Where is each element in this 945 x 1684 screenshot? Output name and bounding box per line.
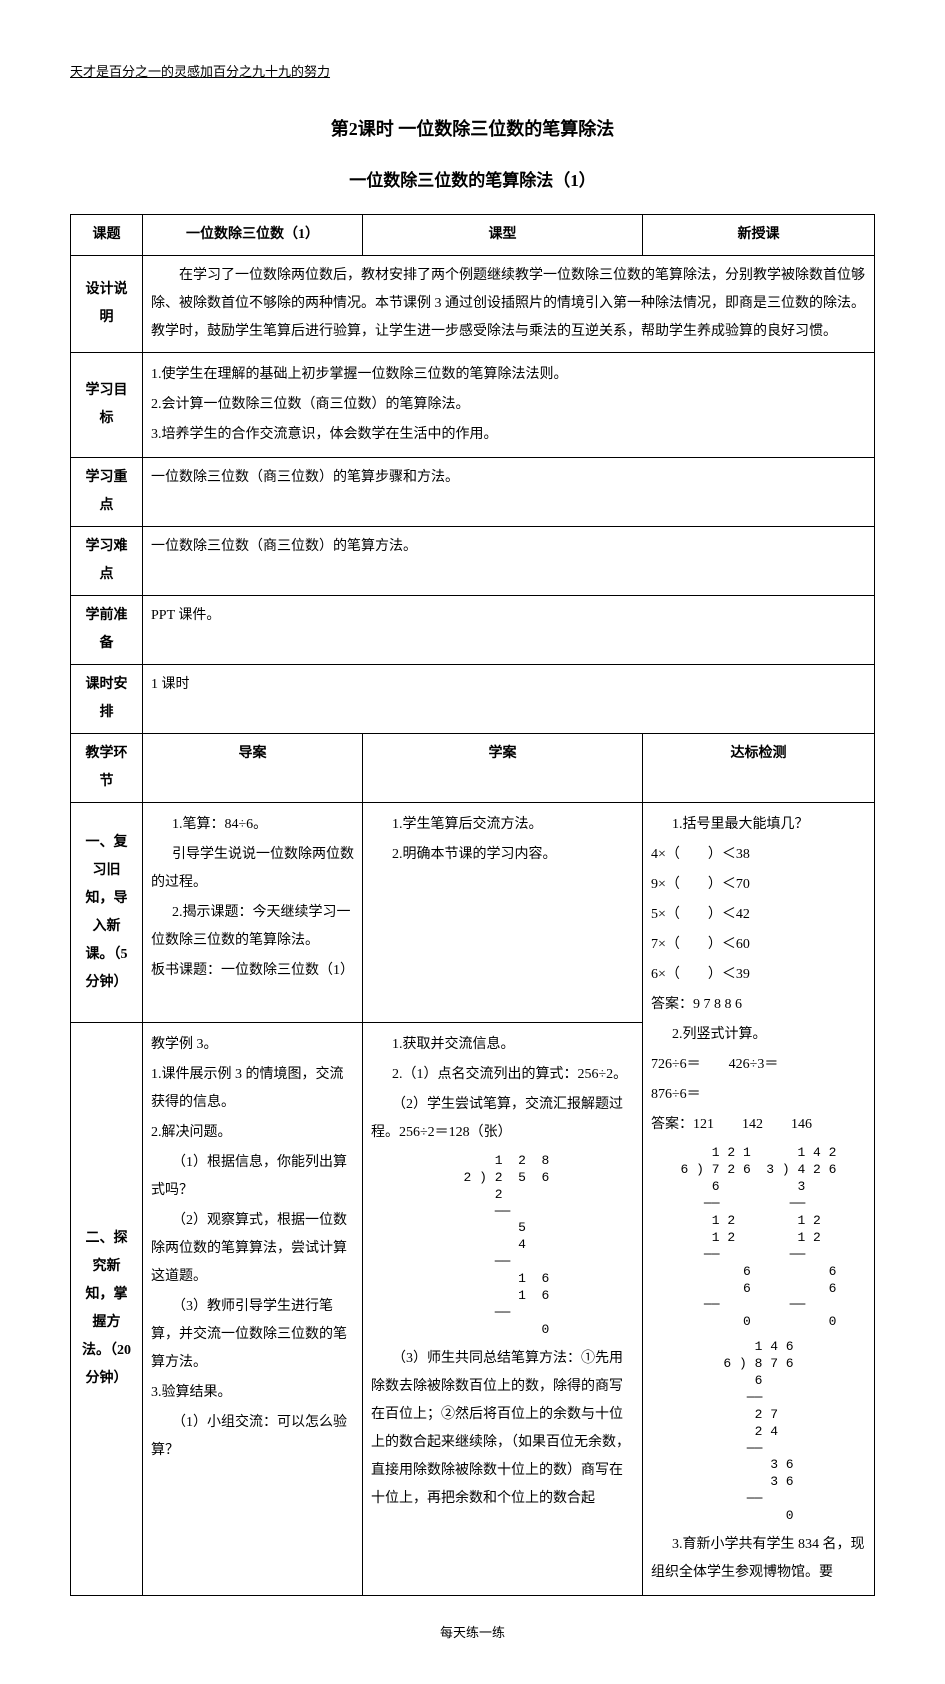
chk-ld3: 1 4 6 6 ) 8 7 6 6 ── 2 7 2 4 ── 3 6 3 6 … (723, 1339, 793, 1525)
cell-design-text: 在学习了一位数除两位数后，教材安排了两个例题继续教学一位数除三位数的笔算除法，分… (143, 256, 875, 353)
table-row: 课时安排 1 课时 (71, 665, 875, 734)
chk-ld-row2: 1 4 6 6 ) 8 7 6 6 ── 2 7 2 4 ── 3 6 3 6 … (651, 1335, 866, 1529)
s2g-l8: （1）小组交流：可以怎么验算？ (151, 1409, 354, 1465)
chk-q2: 2.列竖式计算。 (651, 1021, 866, 1049)
s2c-l2: 2.（1）点名交流列出的算式：256÷2。 (371, 1061, 634, 1089)
col-check-header: 达标检测 (643, 734, 875, 803)
s2c-ld: 1 2 8 2 ) 2 5 6 2 ── 5 4 ── 1 6 1 6 ── 0 (456, 1153, 550, 1339)
chk-i5: 6×（ ）＜39 (651, 961, 866, 989)
s2g-l5: （2）观察算式，根据一位数除两位数的笔算算法，尝试计算这道题。 (151, 1207, 354, 1291)
title-sub: 一位数除三位数的笔算除法（1） (70, 166, 875, 197)
s2c-l1: 1.获取并交流信息。 (371, 1031, 634, 1059)
chk-a1: 答案：9 7 8 8 6 (651, 991, 866, 1019)
cell-goal-text: 1.使学生在理解的基础上初步掌握一位数除三位数的笔算除法法则。 2.会计算一位数… (143, 353, 875, 458)
col-guide-header: 导案 (143, 734, 363, 803)
table-row: 学习重点 一位数除三位数（商三位数）的笔算步骤和方法。 (71, 458, 875, 527)
title-main: 第2课时 一位数除三位数的笔算除法 (70, 113, 875, 145)
goal-l3: 3.培养学生的合作交流意识，体会数学在生活中的作用。 (151, 421, 866, 449)
chk-e2: 876÷6＝ (651, 1081, 866, 1109)
sec2-guide: 教学例 3。 1.课件展示例 3 的情境图，交流获得的信息。 2.解决问题。 （… (143, 1022, 363, 1595)
cell-design-label: 设计说明 (71, 256, 143, 353)
cell-env-label: 教学环节 (71, 734, 143, 803)
table-row: 学习难点 一位数除三位数（商三位数）的笔算方法。 (71, 527, 875, 596)
lesson-table: 课题 一位数除三位数（1） 课型 新授课 设计说明 在学习了一位数除两位数后，教… (70, 214, 875, 1596)
cell-goal-label: 学习目标 (71, 353, 143, 458)
cell-sched-text: 1 课时 (143, 665, 875, 734)
s2c-ld-wrap: 1 2 8 2 ) 2 5 6 2 ── 5 4 ── 1 6 1 6 ── 0 (371, 1149, 634, 1343)
s1c-l2: 2.明确本节课的学习内容。 (371, 841, 634, 869)
table-row: 学习目标 1.使学生在理解的基础上初步掌握一位数除三位数的笔算除法法则。 2.会… (71, 353, 875, 458)
s2c-l3: （2）学生尝试笔算，交流汇报解题过程。256÷2＝128（张） (371, 1091, 634, 1147)
s2g-l1: 教学例 3。 (151, 1031, 354, 1059)
footer: 每天练一练 (70, 1621, 875, 1644)
sec1-guide: 1.笔算：84÷6。 引导学生说说一位数除两位数的过程。 2.揭示课题：今天继续… (143, 803, 363, 1022)
chk-q1: 1.括号里最大能填几？ (651, 811, 866, 839)
cell-focus-label: 学习重点 (71, 458, 143, 527)
cell-diff-text: 一位数除三位数（商三位数）的笔算方法。 (143, 527, 875, 596)
s1g-l3: 2.揭示课题：今天继续学习一位数除三位数的笔算除法。 (151, 899, 354, 955)
sec1-label: 一、复习旧知，导入新课。（5 分钟） (71, 803, 143, 1022)
goal-l1: 1.使学生在理解的基础上初步掌握一位数除三位数的笔算除法法则。 (151, 361, 866, 389)
s2c-l4: （3）师生共同总结笔算方法：①先用除数去除被除数百位上的数，除得的商写在百位上；… (371, 1345, 634, 1513)
cell-type-label: 课型 (363, 215, 643, 256)
goal-l2: 2.会计算一位数除三位数（商三位数）的笔算除法。 (151, 391, 866, 419)
chk-q3: 3.育新小学共有学生 834 名，现组织全体学生参观博物馆。要 (651, 1531, 866, 1587)
s2g-l6: （3）教师引导学生进行笔算，并交流一位数除三位数的笔算方法。 (151, 1293, 354, 1377)
chk-i1: 4×（ ）＜38 (651, 841, 866, 869)
table-row: 一、复习旧知，导入新课。（5 分钟） 1.笔算：84÷6。 引导学生说说一位数除… (71, 803, 875, 1022)
check-cell: 1.括号里最大能填几？ 4×（ ）＜38 9×（ ）＜70 5×（ ）＜42 7… (643, 803, 875, 1596)
chk-ld2: 1 4 2 3 ) 4 2 6 3 ── 1 2 1 2 ── 6 6 ── 0 (766, 1145, 836, 1331)
cell-type-value: 新授课 (643, 215, 875, 256)
table-row: 学前准备 PPT 课件。 (71, 596, 875, 665)
s2g-l4: （1）根据信息，你能列出算式吗？ (151, 1149, 354, 1205)
chk-e1: 726÷6＝ 426÷3＝ (651, 1051, 866, 1079)
s1c-l1: 1.学生笔算后交流方法。 (371, 811, 634, 839)
cell-diff-label: 学习难点 (71, 527, 143, 596)
sec2-case: 1.获取并交流信息。 2.（1）点名交流列出的算式：256÷2。 （2）学生尝试… (363, 1022, 643, 1595)
sec2-label: 二、探究新知，掌握方法。（20 分钟） (71, 1022, 143, 1595)
cell-focus-text: 一位数除三位数（商三位数）的笔算步骤和方法。 (143, 458, 875, 527)
s1g-l2: 引导学生说说一位数除两位数的过程。 (151, 841, 354, 897)
chk-ld1: 1 2 1 6 ) 7 2 6 6 ── 1 2 1 2 ── 6 6 ── 0 (681, 1145, 751, 1331)
cell-sched-label: 课时安排 (71, 665, 143, 734)
cell-topic-label: 课题 (71, 215, 143, 256)
chk-i2: 9×（ ）＜70 (651, 871, 866, 899)
chk-i3: 5×（ ）＜42 (651, 901, 866, 929)
chk-a2: 答案：121 142 146 (651, 1111, 866, 1139)
cell-prep-label: 学前准备 (71, 596, 143, 665)
design-text: 在学习了一位数除两位数后，教材安排了两个例题继续教学一位数除三位数的笔算除法，分… (151, 262, 866, 346)
header-note: 天才是百分之一的灵感加百分之九十九的努力 (70, 60, 875, 83)
table-row: 课题 一位数除三位数（1） 课型 新授课 (71, 215, 875, 256)
sec1-case: 1.学生笔算后交流方法。 2.明确本节课的学习内容。 (363, 803, 643, 1022)
table-row: 教学环节 导案 学案 达标检测 (71, 734, 875, 803)
s2g-l3: 2.解决问题。 (151, 1119, 354, 1147)
col-case-header: 学案 (363, 734, 643, 803)
s1g-l4: 板书课题：一位数除三位数（1） (151, 957, 354, 985)
chk-ld-row1: 1 2 1 6 ) 7 2 6 6 ── 1 2 1 2 ── 6 6 ── 0… (651, 1141, 866, 1335)
cell-prep-text: PPT 课件。 (143, 596, 875, 665)
s1g-l1: 1.笔算：84÷6。 (151, 811, 354, 839)
table-row: 设计说明 在学习了一位数除两位数后，教材安排了两个例题继续教学一位数除三位数的笔… (71, 256, 875, 353)
chk-i4: 7×（ ）＜60 (651, 931, 866, 959)
cell-topic-value: 一位数除三位数（1） (143, 215, 363, 256)
s2g-l2: 1.课件展示例 3 的情境图，交流获得的信息。 (151, 1061, 354, 1117)
s2g-l7: 3.验算结果。 (151, 1379, 354, 1407)
